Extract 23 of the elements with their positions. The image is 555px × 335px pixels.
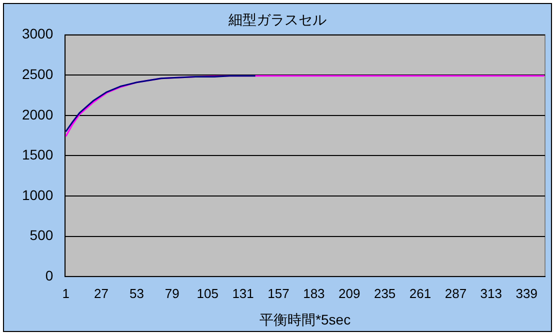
- x-tick-label: 53: [129, 286, 144, 301]
- x-tick-label: 157: [268, 286, 290, 301]
- y-tick-label: 500: [30, 227, 54, 244]
- x-tick-label: 313: [480, 286, 502, 301]
- x-tick-label: 287: [444, 286, 467, 301]
- x-tick-label: 261: [409, 286, 432, 301]
- x-tick-label: 105: [196, 286, 218, 301]
- x-tick-label: 183: [303, 286, 325, 301]
- y-tick-label: 2500: [22, 66, 54, 82]
- x-tick-label: 339: [516, 286, 538, 301]
- x-tick-label: 131: [232, 286, 254, 301]
- y-tick-label: 0: [45, 267, 54, 284]
- x-axis-title: 平衡時間*5sec: [260, 311, 351, 328]
- x-tick-label: 1: [62, 286, 70, 301]
- y-tick-label: 1500: [22, 146, 54, 163]
- x-tick-label: 235: [374, 286, 396, 301]
- x-tick-label: 27: [94, 286, 109, 301]
- y-tick-label: 3000: [22, 26, 54, 42]
- y-tick-label: 1000: [22, 186, 54, 203]
- x-tick-label: 209: [338, 286, 360, 301]
- chart-title: 細型ガラスセル: [228, 11, 326, 28]
- y-tick-label: 2000: [22, 106, 54, 122]
- x-tick-label: 79: [164, 286, 180, 301]
